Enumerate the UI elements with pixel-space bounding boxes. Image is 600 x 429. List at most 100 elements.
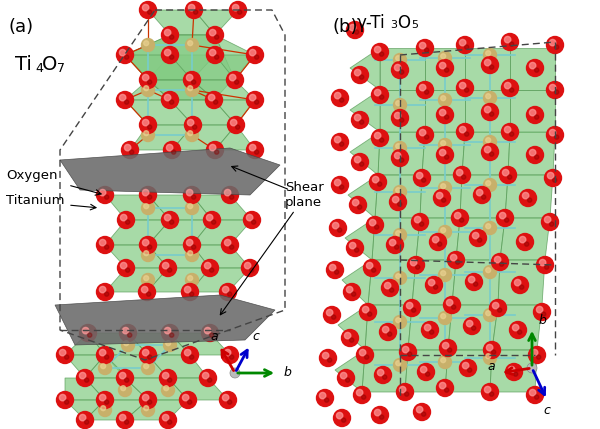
Circle shape: [416, 127, 433, 143]
Circle shape: [118, 260, 134, 277]
Text: (b): (b): [333, 18, 359, 36]
Circle shape: [202, 260, 218, 277]
Circle shape: [441, 96, 446, 101]
Polygon shape: [456, 218, 505, 260]
Polygon shape: [105, 355, 168, 378]
Circle shape: [377, 182, 382, 186]
Circle shape: [394, 142, 407, 154]
Circle shape: [500, 262, 504, 266]
Circle shape: [486, 94, 491, 99]
Circle shape: [439, 94, 452, 106]
Circle shape: [185, 248, 199, 262]
Polygon shape: [170, 333, 230, 355]
Circle shape: [385, 282, 391, 289]
Circle shape: [362, 395, 366, 399]
Circle shape: [524, 242, 529, 246]
Circle shape: [118, 211, 134, 229]
Circle shape: [466, 274, 482, 290]
Circle shape: [430, 330, 434, 334]
Circle shape: [167, 420, 172, 424]
Text: Shear
plane: Shear plane: [285, 181, 324, 209]
Circle shape: [254, 150, 259, 154]
Circle shape: [490, 152, 494, 156]
Circle shape: [460, 127, 466, 133]
Circle shape: [104, 195, 109, 199]
Circle shape: [355, 248, 359, 252]
Circle shape: [547, 82, 563, 99]
Circle shape: [139, 72, 157, 88]
Circle shape: [535, 395, 539, 399]
Circle shape: [491, 254, 509, 271]
Circle shape: [484, 178, 497, 191]
Circle shape: [205, 91, 223, 109]
Polygon shape: [192, 195, 252, 220]
Circle shape: [188, 41, 193, 45]
Circle shape: [185, 202, 199, 214]
Circle shape: [139, 117, 157, 133]
Circle shape: [400, 158, 404, 162]
Circle shape: [230, 368, 240, 378]
Circle shape: [484, 146, 491, 153]
Circle shape: [251, 220, 256, 224]
Text: γ-Ti: γ-Ti: [357, 14, 386, 32]
Circle shape: [332, 222, 339, 229]
Circle shape: [79, 414, 86, 421]
Circle shape: [332, 315, 336, 319]
Circle shape: [116, 91, 133, 109]
Polygon shape: [65, 378, 105, 400]
Polygon shape: [368, 260, 416, 305]
Polygon shape: [148, 355, 208, 378]
Circle shape: [142, 39, 155, 51]
Circle shape: [334, 92, 341, 99]
Circle shape: [144, 276, 149, 281]
Polygon shape: [125, 55, 192, 80]
Circle shape: [484, 221, 497, 235]
Circle shape: [227, 400, 232, 404]
Circle shape: [322, 352, 329, 359]
Circle shape: [454, 166, 470, 184]
Circle shape: [358, 205, 362, 209]
Circle shape: [250, 94, 256, 101]
Polygon shape: [505, 175, 553, 218]
Circle shape: [442, 198, 446, 202]
Circle shape: [367, 263, 373, 269]
Circle shape: [400, 387, 406, 393]
Circle shape: [416, 82, 433, 99]
Circle shape: [547, 36, 563, 54]
Circle shape: [505, 363, 523, 381]
Circle shape: [491, 350, 496, 354]
Circle shape: [244, 211, 260, 229]
Circle shape: [392, 109, 409, 127]
Circle shape: [371, 407, 389, 423]
Circle shape: [400, 118, 404, 122]
Circle shape: [484, 106, 491, 113]
Circle shape: [184, 236, 200, 254]
Polygon shape: [215, 125, 255, 150]
Circle shape: [410, 260, 417, 266]
Circle shape: [352, 66, 368, 84]
Circle shape: [97, 284, 113, 300]
Circle shape: [142, 239, 149, 246]
Polygon shape: [350, 48, 380, 90]
Circle shape: [493, 302, 499, 309]
Circle shape: [439, 311, 452, 324]
Polygon shape: [85, 378, 148, 400]
Circle shape: [187, 239, 193, 246]
Circle shape: [425, 135, 429, 139]
Circle shape: [172, 150, 176, 154]
Polygon shape: [65, 333, 105, 355]
Polygon shape: [105, 195, 170, 220]
Circle shape: [161, 27, 179, 43]
Circle shape: [148, 245, 152, 249]
Circle shape: [550, 85, 556, 91]
Circle shape: [484, 387, 491, 393]
Polygon shape: [85, 355, 128, 378]
Circle shape: [144, 204, 149, 208]
Circle shape: [396, 318, 401, 323]
Circle shape: [182, 347, 199, 363]
Circle shape: [434, 285, 438, 289]
Text: 3: 3: [390, 20, 397, 30]
Circle shape: [170, 55, 174, 59]
Circle shape: [527, 106, 544, 124]
Circle shape: [148, 80, 152, 84]
